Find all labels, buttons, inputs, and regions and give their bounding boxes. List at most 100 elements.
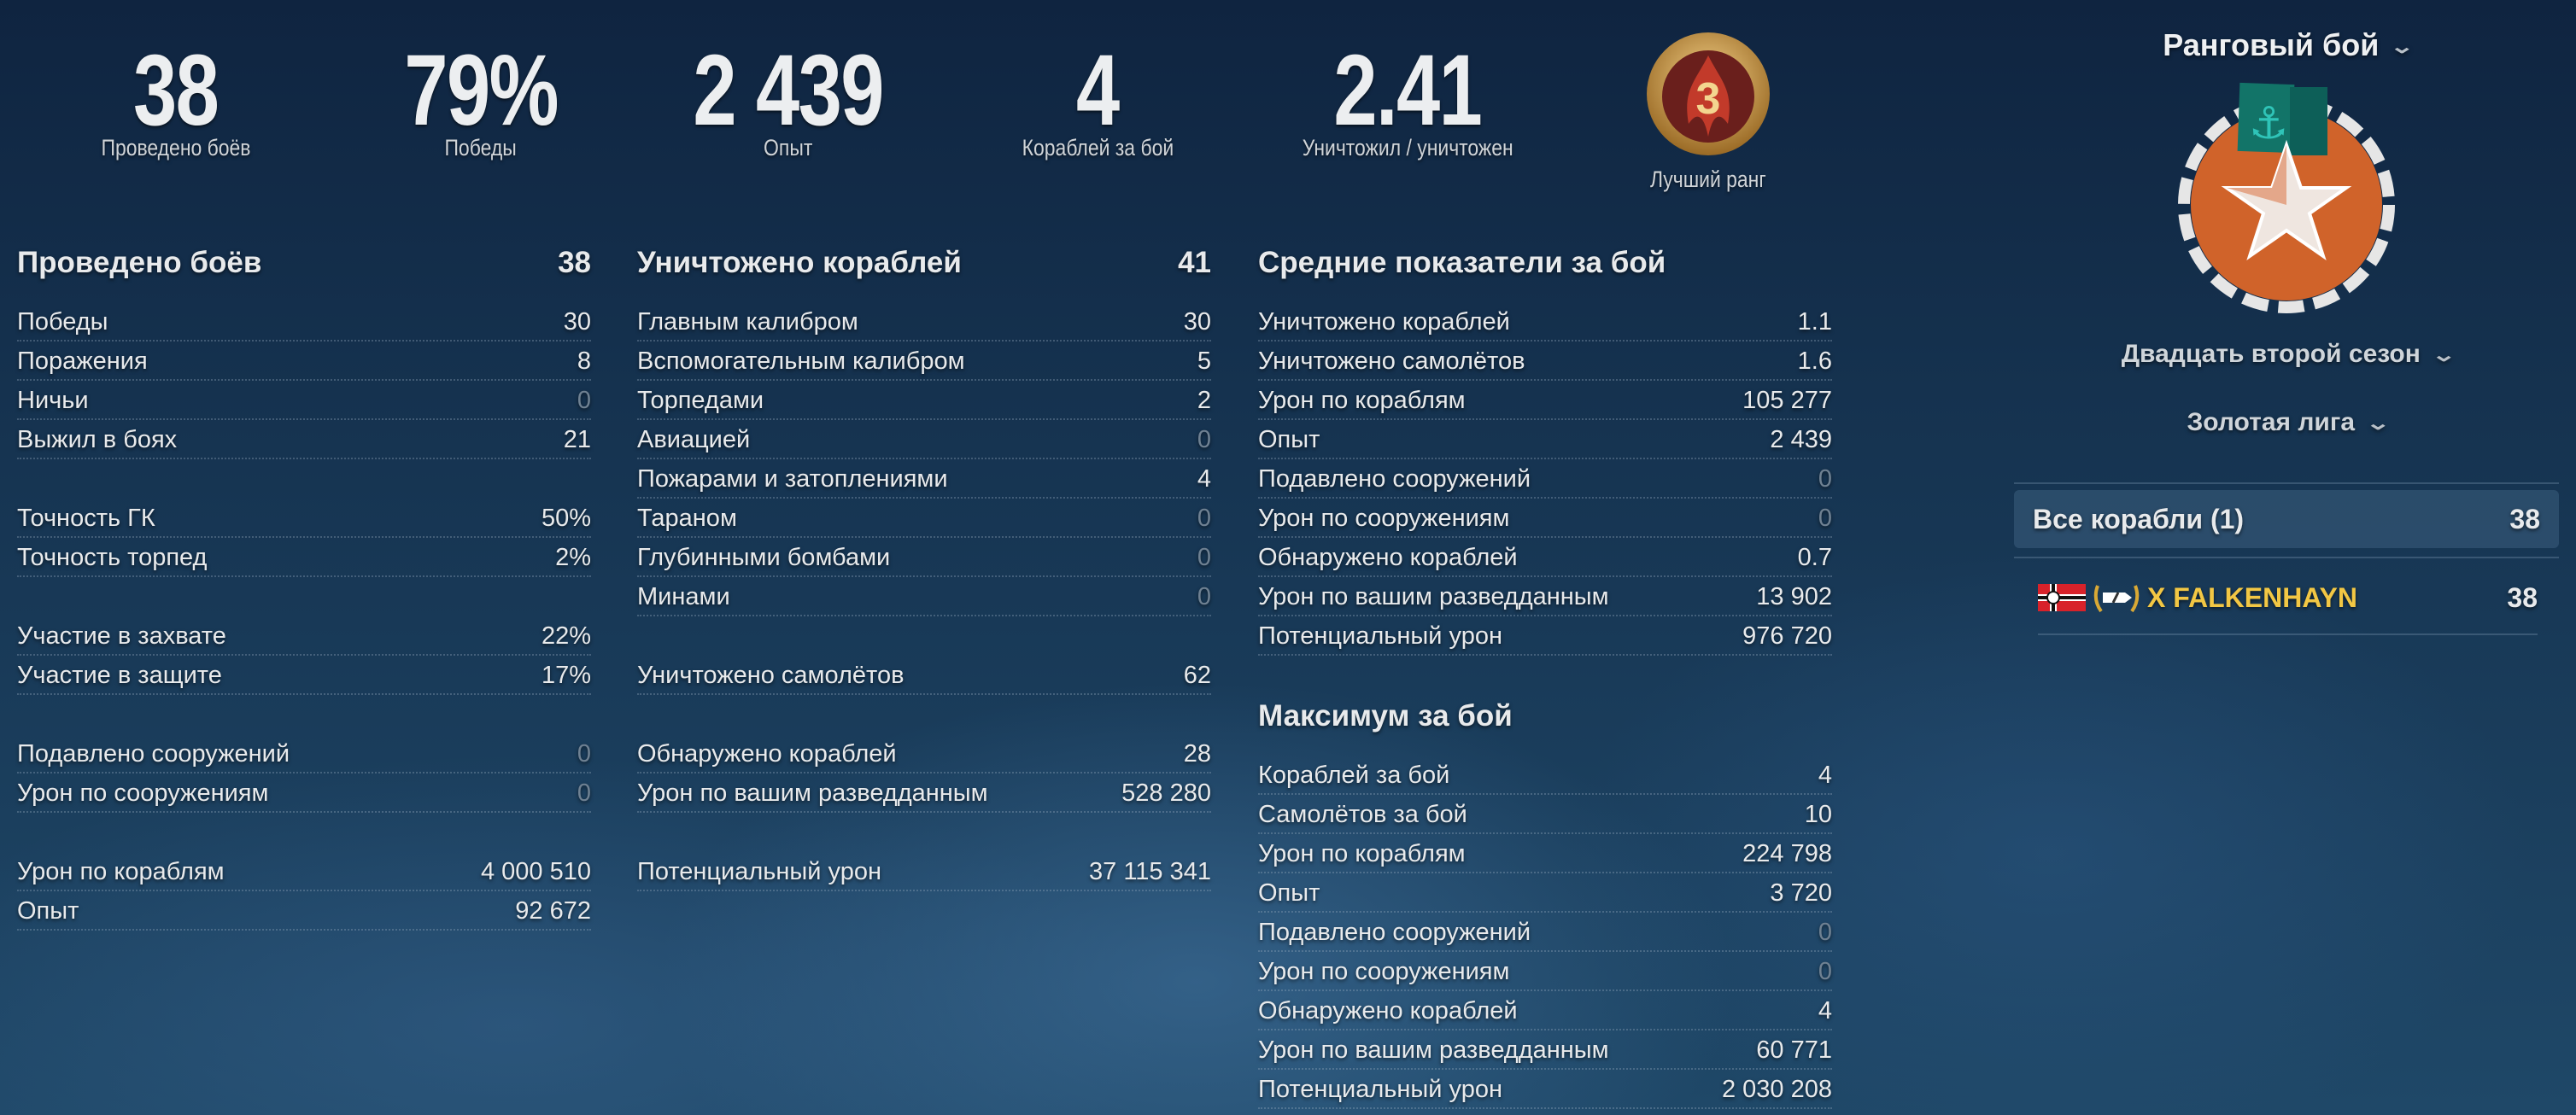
chevron-down-icon: ⌄ bbox=[2431, 344, 2456, 366]
stat-row: Вспомогательным калибром 5 bbox=[637, 342, 1211, 381]
stat-label: Ничьи bbox=[17, 387, 89, 414]
stat-row: Потенциальный урон 976 720 bbox=[1258, 616, 1832, 656]
stat-row: Урон по вашим разведданным 60 771 bbox=[1258, 1030, 1832, 1070]
stat-value: 0 bbox=[1197, 544, 1211, 571]
stat-label: Урон по кораблям bbox=[1258, 387, 1466, 414]
stat-value: 21 bbox=[563, 426, 591, 453]
stat-label: Урон по вашим разведданным bbox=[637, 779, 988, 807]
stat-row: Потенциальный урон 37 115 341 bbox=[637, 852, 1211, 891]
stat-label: Вспомогательным калибром bbox=[637, 347, 965, 375]
top-stat-value: 79% bbox=[404, 34, 559, 147]
stat-label: Участие в захвате bbox=[17, 622, 226, 650]
right-panel: Ранговый бой ⌄ ⚓ Двадцать второй сезон ⌄ З… bbox=[2014, 0, 2559, 649]
all-ships-filter[interactable]: Все корабли (1) 38 bbox=[2014, 490, 2559, 548]
section-header: Проведено боёв 38 bbox=[17, 243, 591, 283]
stat-label: Торпедами bbox=[637, 387, 764, 414]
spacer bbox=[17, 695, 591, 734]
chevron-down-icon: ⌄ bbox=[2365, 412, 2392, 435]
league-label: Золотая лига bbox=[2187, 408, 2356, 436]
stat-row: Опыт 2 439 bbox=[1258, 420, 1832, 459]
stat-value: 0 bbox=[577, 740, 591, 768]
stat-row: Обнаружено кораблей 4 bbox=[1258, 991, 1832, 1030]
season-dropdown[interactable]: Двадцать второй сезон ⌄ bbox=[2014, 340, 2559, 369]
stat-value: 2 439 bbox=[1770, 426, 1832, 453]
league-dropdown[interactable]: Золотая лига ⌄ bbox=[2014, 408, 2559, 437]
stat-value: 3 720 bbox=[1770, 879, 1832, 907]
stat-label: Опыт bbox=[1258, 879, 1320, 907]
stat-row: Поражения 8 bbox=[17, 342, 591, 381]
stat-row: Глубинными бомбами 0 bbox=[637, 538, 1211, 577]
stat-value: 17% bbox=[541, 662, 591, 689]
stat-value: 2% bbox=[555, 544, 591, 571]
stat-row: Урон по сооружениям 0 bbox=[1258, 499, 1832, 538]
stat-value: 4 000 510 bbox=[480, 858, 591, 885]
stat-label: Авиацией bbox=[637, 426, 751, 453]
stat-value: 2 030 208 bbox=[1721, 1076, 1832, 1103]
stat-label: Глубинными бомбами bbox=[637, 544, 891, 571]
ship-name: X FALKENHAYN bbox=[2147, 581, 2357, 613]
mode-dropdown[interactable]: Ранговый бой ⌄ bbox=[2014, 27, 2559, 63]
stat-row: Потенциальный урон 2 030 208 bbox=[1258, 1070, 1832, 1109]
stat-row: Уничтожено самолётов 1.6 bbox=[1258, 342, 1832, 381]
stat-value: 50% bbox=[541, 505, 591, 532]
top-stat-value: 4 bbox=[1076, 34, 1120, 147]
maximum-column: Максимум за бой Кораблей за бой 4 Самолётов… bbox=[1258, 697, 1832, 1109]
stat-value: 0 bbox=[1197, 583, 1211, 610]
all-ships-label: Все корабли (1) bbox=[2033, 503, 2245, 534]
stat-label: Опыт bbox=[17, 897, 79, 925]
battles-column: Проведено боёв 38 Победы 30 Поражения 8 Ничьи 0… bbox=[17, 243, 591, 931]
stat-row: Точность ГК 50% bbox=[17, 499, 591, 538]
stat-row: Обнаружено кораблей 28 bbox=[637, 734, 1211, 773]
ship-battles: 38 bbox=[2507, 581, 2538, 613]
stat-label: Поражения bbox=[17, 347, 148, 375]
stat-row: Тараном 0 bbox=[637, 499, 1211, 538]
stat-row: Главным калибром 30 bbox=[637, 302, 1211, 342]
top-stat-label: Кораблей за бой bbox=[1022, 135, 1174, 161]
stat-value: 22% bbox=[541, 622, 591, 650]
stat-value: 0 bbox=[1818, 919, 1832, 946]
stat-row: Торпедами 2 bbox=[637, 381, 1211, 420]
stat-row: Опыт 3 720 bbox=[1258, 873, 1832, 913]
section-title: Максимум за бой bbox=[1258, 699, 1513, 733]
section-total: 38 bbox=[558, 246, 591, 279]
stat-label: Урон по вашим разведданным bbox=[1258, 1036, 1609, 1064]
average-column: Средние показатели за бой Уничтожено кора… bbox=[1258, 243, 1832, 656]
top-stat-label: Победы bbox=[444, 135, 518, 161]
top-stat-value: 38 bbox=[133, 34, 220, 147]
stat-value: 0 bbox=[1818, 958, 1832, 985]
stat-row: Кораблей за бой 4 bbox=[1258, 756, 1832, 795]
stat-label: Обнаружено кораблей bbox=[1258, 997, 1518, 1025]
stat-label: Точность ГК bbox=[17, 505, 155, 532]
stat-row: Минами 0 bbox=[637, 577, 1211, 616]
all-ships-count: 38 bbox=[2509, 503, 2540, 534]
stat-row: Урон по кораблям 105 277 bbox=[1258, 381, 1832, 420]
stat-row: Урон по сооружениям 0 bbox=[17, 773, 591, 813]
stat-value: 0 bbox=[1818, 465, 1832, 493]
best-rank-label: Лучший ранг bbox=[1650, 166, 1766, 192]
stat-row: Ничьи 0 bbox=[17, 381, 591, 420]
stat-label: Победы bbox=[17, 308, 108, 336]
stat-value: 0 bbox=[1197, 426, 1211, 453]
stat-value: 62 bbox=[1183, 662, 1211, 689]
stat-value: 28 bbox=[1183, 740, 1211, 768]
top-stat-label: Уничтожил / уничтожен bbox=[1302, 135, 1513, 161]
top-stat: 2.41 Уничтожил / уничтожен bbox=[1262, 40, 1553, 161]
stat-row: Подавлено сооружений 0 bbox=[1258, 913, 1832, 952]
rank-emblem-icon: ⚓ bbox=[2178, 82, 2395, 313]
stat-row: Урон по сооружениям 0 bbox=[1258, 952, 1832, 991]
stat-value: 1.1 bbox=[1797, 308, 1832, 336]
stat-label: Минами bbox=[637, 583, 730, 610]
stat-label: Урон по сооружениям bbox=[1258, 958, 1510, 985]
stat-label: Уничтожено самолётов bbox=[637, 662, 905, 689]
divider bbox=[2038, 633, 2538, 635]
top-stat: 2 439 Опыт bbox=[643, 40, 934, 161]
divider bbox=[2014, 557, 2559, 558]
stat-label: Подавлено сооружений bbox=[17, 740, 290, 768]
stat-label: Подавлено сооружений bbox=[1258, 919, 1531, 946]
season-label: Двадцать второй сезон bbox=[2121, 340, 2421, 368]
stat-value: 0 bbox=[1197, 505, 1211, 532]
ship-row[interactable]: X FALKENHAYN 38 bbox=[2038, 574, 2538, 622]
section-header: Уничтожено кораблей 41 bbox=[637, 243, 1211, 283]
stat-row: Участие в защите 17% bbox=[17, 656, 591, 695]
section-title: Проведено боёв bbox=[17, 246, 262, 279]
